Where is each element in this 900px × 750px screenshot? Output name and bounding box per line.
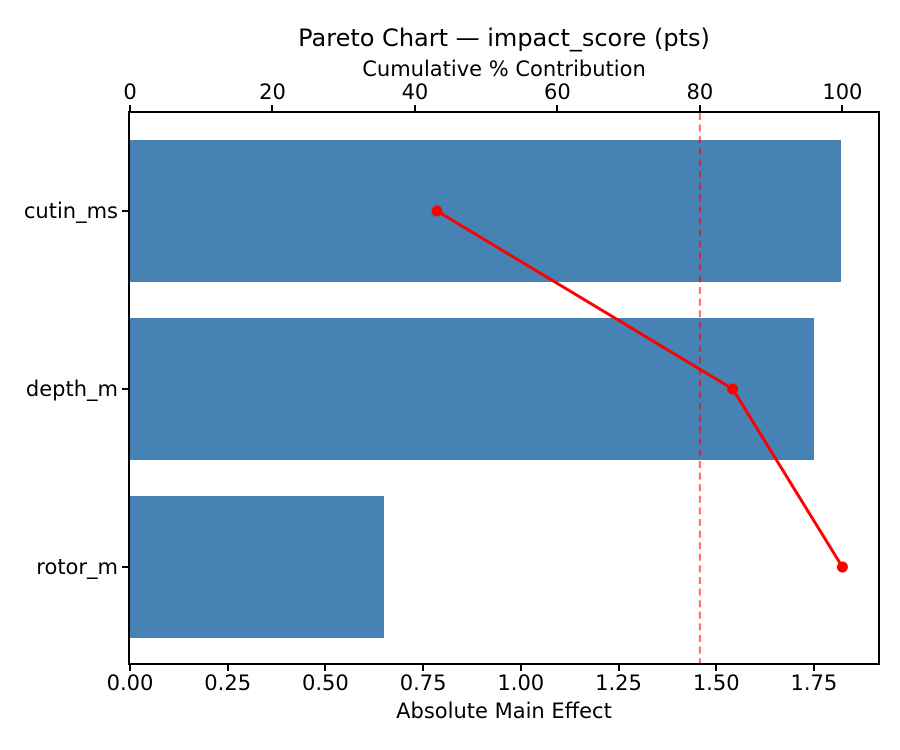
bottom-tick-1.75 bbox=[812, 665, 815, 671]
ytick-label-rotor_m: rotor_m bbox=[36, 555, 118, 579]
bottom-tick-1.50 bbox=[715, 665, 718, 671]
bar-rotor_m bbox=[130, 496, 384, 638]
bottom-tick-label-1.50: 1.50 bbox=[692, 671, 740, 695]
bottom-tick-label-1.25: 1.25 bbox=[595, 671, 642, 695]
bottom-tick-1.25 bbox=[617, 665, 620, 671]
ytick-rotor_m bbox=[122, 566, 128, 568]
bottom-tick-0.50 bbox=[324, 665, 327, 671]
bottom-tick-label-0.75: 0.75 bbox=[399, 671, 447, 695]
ytick-label-depth_m: depth_m bbox=[25, 377, 118, 401]
cumulative-point-rotor_m bbox=[836, 561, 848, 573]
bottom-tick-label-1.75: 1.75 bbox=[790, 671, 838, 695]
top-tick-0 bbox=[129, 105, 131, 111]
bottom-tick-0.75 bbox=[422, 665, 425, 671]
bottom-tick-label-0.50: 0.50 bbox=[302, 671, 349, 695]
bottom-tick-1.00 bbox=[519, 665, 522, 671]
bottom-tick-label-0.25: 0.25 bbox=[204, 671, 252, 695]
top-tick-20 bbox=[271, 105, 274, 111]
bottom-axis-label: Absolute Main Effect bbox=[396, 699, 612, 723]
bottom-tick-label-1.00: 1.00 bbox=[497, 671, 545, 695]
top-tick-label-0: 0 bbox=[123, 80, 137, 104]
bar-cutin_ms bbox=[130, 140, 842, 282]
top-tick-80 bbox=[698, 105, 701, 111]
top-tick-label-60: 60 bbox=[544, 80, 571, 104]
cumulative-point-depth_m bbox=[727, 383, 739, 395]
top-tick-label-80: 80 bbox=[686, 80, 714, 104]
ytick-depth_m bbox=[122, 388, 128, 390]
top-tick-60 bbox=[556, 105, 559, 111]
bottom-tick-0.00 bbox=[129, 665, 131, 671]
bottom-tick-label-0.00: 0.00 bbox=[106, 671, 154, 695]
top-axis-label: Cumulative % Contribution bbox=[362, 57, 646, 81]
top-tick-label-100: 100 bbox=[822, 80, 863, 104]
cumulative-percentage-line bbox=[436, 209, 844, 568]
top-tick-40 bbox=[413, 105, 416, 111]
cumulative-point-cutin_ms bbox=[431, 205, 443, 217]
top-tick-label-20: 20 bbox=[259, 80, 286, 104]
ytick-cutin_ms bbox=[122, 210, 128, 212]
chart-title: Pareto Chart — impact_score (pts) bbox=[298, 24, 710, 52]
bottom-tick-0.25 bbox=[226, 665, 229, 671]
top-tick-100 bbox=[841, 105, 844, 111]
plot-area bbox=[130, 113, 878, 663]
bar-depth_m bbox=[130, 318, 814, 460]
ytick-label-cutin_ms: cutin_ms bbox=[23, 199, 118, 223]
top-tick-label-40: 40 bbox=[401, 80, 429, 104]
cumulative-line-overlay bbox=[431, 113, 848, 663]
